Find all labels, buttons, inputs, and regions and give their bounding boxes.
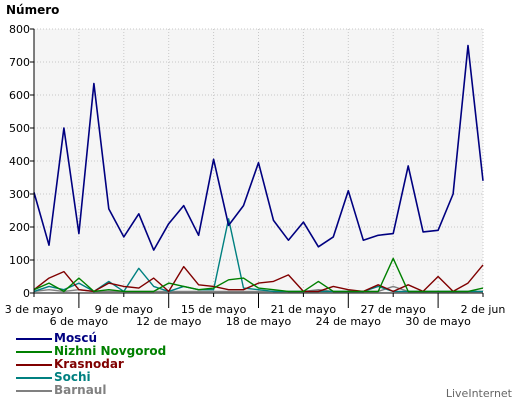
y-tick-label: 400 — [9, 155, 30, 168]
legend-label: Sochi — [54, 370, 91, 384]
legend-label: Barnaul — [54, 383, 107, 397]
y-tick-label: 600 — [9, 89, 30, 102]
series-line-krasnodar — [33, 264, 484, 293]
legend-swatch — [16, 364, 52, 366]
x-tick-label: 15 de mayo — [181, 303, 247, 316]
y-tick-label: 500 — [9, 122, 30, 135]
series-lines — [33, 44, 484, 293]
y-axis-ticks: 0 100 200 300 400 500 600 700 800 — [9, 23, 34, 300]
x-axis-ticks: 3 de mayo 9 de mayo 15 de mayo 21 de mayo 27… — [5, 293, 506, 328]
legend-swatch — [16, 351, 52, 353]
y-tick-label: 300 — [9, 188, 30, 201]
x-tick-label: 30 de mayo — [405, 315, 471, 328]
y-tick-label: 100 — [9, 254, 30, 267]
legend-swatch — [16, 338, 52, 340]
y-axis-label: Número — [6, 3, 60, 17]
y-tick-label: 800 — [9, 23, 30, 36]
x-tick-label: 21 de mayo — [271, 303, 337, 316]
legend-label: Nizhni Novgorod — [54, 344, 167, 358]
legend-label: Moscú — [54, 331, 97, 345]
y-tick-label: 200 — [9, 221, 30, 234]
x-tick-label: 18 de mayo — [226, 315, 292, 328]
brand-label: LiveInternet — [445, 387, 512, 400]
legend-label: Krasnodar — [54, 357, 124, 371]
x-tick-label: 12 de mayo — [136, 315, 202, 328]
x-tick-label: 6 de mayo — [50, 315, 109, 328]
series-line-nizhni-novgorod — [33, 257, 484, 293]
y-tick-label: 0 — [23, 287, 30, 300]
series-line-mosc- — [33, 44, 484, 251]
x-tick-label: 27 de mayo — [360, 303, 426, 316]
x-tick-label: 2 de jun — [461, 303, 506, 316]
x-tick-label: 3 de mayo — [5, 303, 64, 316]
x-tick-label: 9 de mayo — [95, 303, 154, 316]
legend-swatch — [16, 377, 52, 379]
y-tick-label: 700 — [9, 56, 30, 69]
x-tick-label: 24 de mayo — [316, 315, 382, 328]
legend-swatch — [16, 390, 52, 392]
